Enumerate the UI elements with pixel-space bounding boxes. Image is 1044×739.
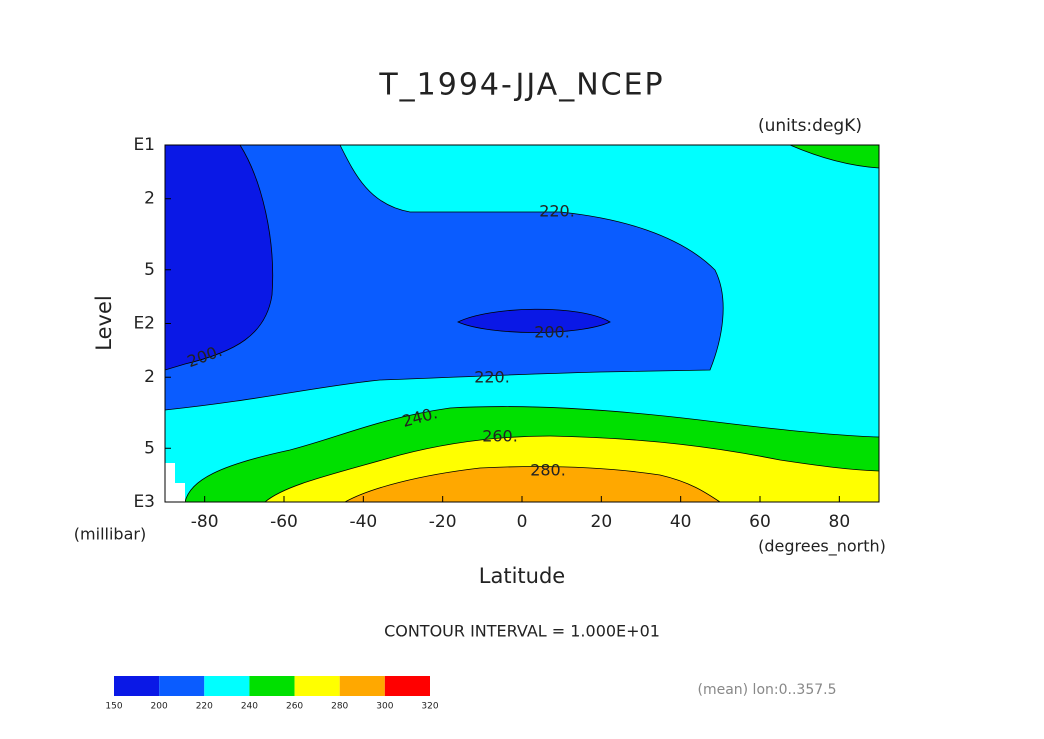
colorbar-swatch xyxy=(159,676,205,696)
contour-label: 260. xyxy=(482,427,518,446)
colorbar-label: 200 xyxy=(151,702,168,712)
y-tick-label: E1 xyxy=(133,135,155,155)
contour-fill xyxy=(164,144,724,411)
colorbar-swatch xyxy=(204,676,250,696)
colorbar-label: 150 xyxy=(105,702,122,712)
contour-fill xyxy=(343,466,722,503)
missing-data xyxy=(165,483,185,502)
colorbar-label: 260 xyxy=(286,702,303,712)
y-tick-label: E2 xyxy=(133,314,155,334)
contour-label: 200. xyxy=(534,323,570,342)
colorbar-swatch xyxy=(294,676,340,696)
contour-fill xyxy=(457,308,611,333)
x-tick-label: 40 xyxy=(670,512,692,532)
x-tick-label: 20 xyxy=(591,512,613,532)
colorbar-swatch xyxy=(114,676,160,696)
x-label: Latitude xyxy=(479,564,565,588)
colorbar-swatch xyxy=(249,676,295,696)
x-tick-label: 60 xyxy=(749,512,771,532)
contour-fill xyxy=(164,144,274,371)
x-unit: (degrees_north) xyxy=(758,537,886,557)
chart-title: T_1994-JJA_NCEP xyxy=(378,68,664,103)
x-tick-label: 80 xyxy=(829,512,851,532)
colorbar-label: 280 xyxy=(331,702,348,712)
y-unit: (millibar) xyxy=(74,525,146,544)
y-tick-label: 5 xyxy=(144,260,155,280)
y-label: Level xyxy=(92,295,116,350)
contour-label: 220. xyxy=(474,368,510,387)
x-tick-label: -20 xyxy=(429,512,457,532)
colorbar-label: 300 xyxy=(376,702,393,712)
missing-data xyxy=(165,463,175,483)
colorbar-swatch xyxy=(384,676,430,696)
contour-interval: CONTOUR INTERVAL = 1.000E+01 xyxy=(384,622,660,641)
y-tick-label: 2 xyxy=(144,367,155,387)
y-tick-label: 5 xyxy=(144,438,155,458)
y-tick-label: 2 xyxy=(144,189,155,209)
x-tick-label: 0 xyxy=(517,512,528,532)
colorbar-label: 320 xyxy=(421,702,438,712)
axes: -80 -60 -40 -20 0 20 40 60 80 E1 2 5 E2 2 5 E3 xyxy=(133,135,880,532)
colorbar-swatch xyxy=(339,676,385,696)
x-tick-label: -60 xyxy=(270,512,298,532)
colorbar-label: 240 xyxy=(241,702,258,712)
footnote: (mean) lon:0..357.5 xyxy=(697,682,836,698)
y-tick-label: E3 xyxy=(133,492,155,512)
x-tick-label: -80 xyxy=(191,512,219,532)
colorbar-label: 220 xyxy=(196,702,213,712)
plot-area: 220.200.220.200.240.260.280. xyxy=(164,144,880,503)
units: (units:degK) xyxy=(758,116,862,136)
x-tick-label: -40 xyxy=(349,512,377,532)
contour-label: 280. xyxy=(530,461,566,480)
colorbar: 150 200 220 240 260 280 300 320 xyxy=(105,676,439,712)
contour-label: 220. xyxy=(539,202,575,221)
